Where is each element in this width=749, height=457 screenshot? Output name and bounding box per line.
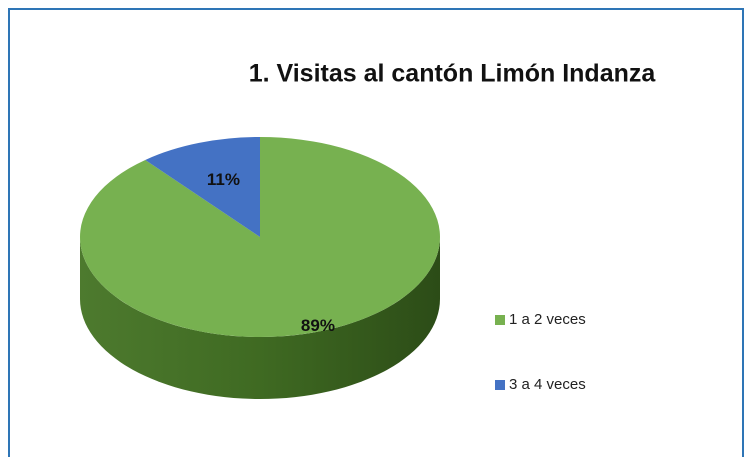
legend-label: 3 a 4 veces <box>509 376 586 393</box>
pie-slice <box>145 137 260 237</box>
legend-swatch <box>495 315 505 325</box>
legend-label: 1 a 2 veces <box>509 311 586 328</box>
data-label: 11% <box>207 170 240 189</box>
pie-side <box>80 237 440 399</box>
data-label: 89% <box>301 316 335 335</box>
legend-swatch <box>495 380 505 390</box>
chart-title: 1. Visitas al cantón Limón Indanza <box>249 60 657 88</box>
